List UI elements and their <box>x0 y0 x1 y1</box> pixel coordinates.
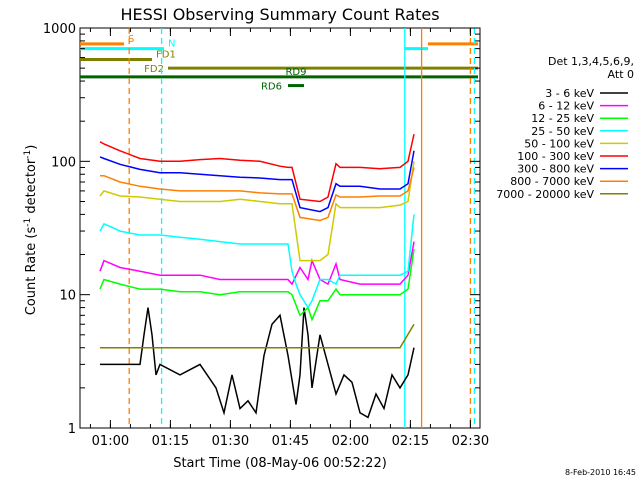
event-lines <box>128 28 476 428</box>
series-lines <box>99 133 415 419</box>
series-line <box>100 307 415 419</box>
x-tick-label: 01:45 <box>272 434 309 449</box>
legend-label: 12 - 25 keV <box>531 112 594 125</box>
legend-label: 6 - 12 keV <box>538 100 594 113</box>
flag-label: FD2 <box>144 64 164 75</box>
flag-label: RD9 <box>285 67 306 78</box>
x-axis-label: Start Time (08-May-06 00:52:22) <box>173 456 387 471</box>
series-line <box>100 167 415 222</box>
series-line <box>99 248 415 322</box>
y-tick-label: 1 <box>68 422 76 437</box>
flag-label: RD6 <box>261 82 282 93</box>
x-tick-label: 01:00 <box>92 434 129 449</box>
x-tick-label: 02:15 <box>392 434 429 449</box>
x-tick-label: 01:15 <box>152 434 189 449</box>
x-tick-label: 02:00 <box>332 434 369 449</box>
y-axis-label-end: ) <box>24 145 39 150</box>
y-axis-label-sup1: -1 <box>23 218 33 227</box>
x-tick-label: 01:30 <box>212 434 249 449</box>
y-tick-label: 100 <box>51 155 76 170</box>
legend-label: 25 - 50 keV <box>531 125 594 138</box>
axis-ticks: 01:00 01:15 01:30 01:45 02:00 02:15 02:30 1 10 10… <box>43 22 489 449</box>
chart-title: HESSI Observing Summary Count Rates <box>120 5 439 24</box>
y-axis-label: Count Rate (s-1 detector-1) <box>23 145 39 316</box>
y-tick-label: 10 <box>59 289 76 304</box>
legend-label: 300 - 800 keV <box>517 163 594 176</box>
plot-area <box>79 27 481 429</box>
flag-label: N <box>168 39 175 50</box>
legend-label: 3 - 6 keV <box>545 87 594 100</box>
flag-label: FD1 <box>156 50 176 61</box>
plot-border <box>79 27 481 429</box>
y-tick-label: 1000 <box>43 22 76 37</box>
x-tick-label: 02:30 <box>452 434 489 449</box>
flag-label: S <box>128 34 134 45</box>
legend-label: 100 - 300 keV <box>517 150 594 163</box>
series-line <box>99 133 415 203</box>
legend-header-line1: Det 1,3,4,5,6,9, <box>548 55 634 68</box>
y-axis-label-sup2: -1 <box>23 150 33 159</box>
y-axis-label-mid: detector <box>24 158 39 218</box>
legend-label: 50 - 100 keV <box>524 137 594 150</box>
legend-header-line2: Att 0 <box>608 68 634 81</box>
legend-label: 7000 - 20000 keV <box>496 188 594 201</box>
legend-label: 800 - 7000 keV <box>510 175 594 188</box>
series-line <box>99 161 415 262</box>
series-line <box>99 214 415 310</box>
series-line <box>99 150 415 213</box>
y-axis-label-main: Count Rate (s <box>24 227 39 316</box>
series-line <box>100 323 415 349</box>
footer-date: 8-Feb-2010 16:45 <box>565 468 636 477</box>
series-line <box>99 241 415 286</box>
